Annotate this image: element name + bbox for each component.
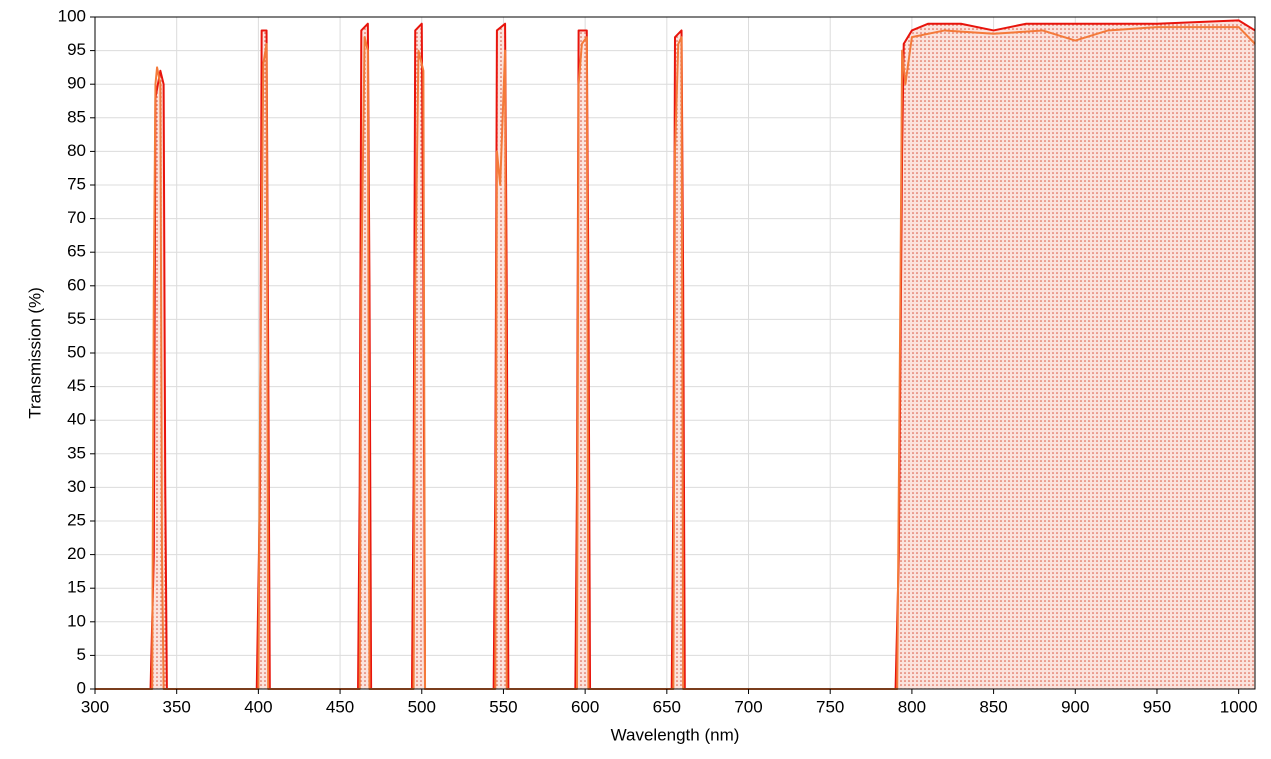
y-tick-label: 10 bbox=[67, 611, 86, 630]
y-tick-label: 5 bbox=[77, 645, 86, 664]
x-tick-label: 550 bbox=[489, 697, 517, 716]
y-tick-label: 80 bbox=[67, 141, 86, 160]
y-tick-label: 35 bbox=[67, 443, 86, 462]
x-tick-label: 850 bbox=[979, 697, 1007, 716]
y-tick-label: 20 bbox=[67, 544, 86, 563]
x-tick-label: 750 bbox=[816, 697, 844, 716]
y-tick-label: 55 bbox=[67, 309, 86, 328]
x-tick-label: 950 bbox=[1143, 697, 1171, 716]
y-tick-label: 95 bbox=[67, 40, 86, 59]
y-tick-label: 40 bbox=[67, 410, 86, 429]
y-tick-label: 85 bbox=[67, 107, 86, 126]
x-tick-label: 800 bbox=[898, 697, 926, 716]
x-tick-label: 1000 bbox=[1220, 697, 1258, 716]
y-tick-label: 0 bbox=[77, 678, 86, 697]
x-tick-label: 300 bbox=[81, 697, 109, 716]
y-tick-label: 70 bbox=[67, 208, 86, 227]
x-tick-label: 500 bbox=[408, 697, 436, 716]
y-tick-label: 50 bbox=[67, 342, 86, 361]
y-tick-label: 15 bbox=[67, 578, 86, 597]
x-tick-label: 900 bbox=[1061, 697, 1089, 716]
y-axis-label: Transmission (%) bbox=[25, 287, 44, 419]
y-tick-label: 90 bbox=[67, 74, 86, 93]
x-axis-label: Wavelength (nm) bbox=[611, 725, 740, 744]
x-tick-label: 400 bbox=[244, 697, 272, 716]
x-tick-label: 650 bbox=[653, 697, 681, 716]
y-tick-label: 30 bbox=[67, 477, 86, 496]
y-tick-label: 25 bbox=[67, 510, 86, 529]
x-tick-label: 450 bbox=[326, 697, 354, 716]
x-tick-label: 350 bbox=[163, 697, 191, 716]
y-tick-label: 75 bbox=[67, 174, 86, 193]
y-tick-label: 45 bbox=[67, 376, 86, 395]
y-tick-label: 65 bbox=[67, 242, 86, 261]
x-tick-label: 600 bbox=[571, 697, 599, 716]
y-tick-label: 60 bbox=[67, 275, 86, 294]
series-line bbox=[95, 26, 1256, 690]
y-tick-label: 100 bbox=[58, 6, 86, 25]
x-tick-label: 700 bbox=[734, 697, 762, 716]
plot bbox=[94, 16, 1256, 690]
